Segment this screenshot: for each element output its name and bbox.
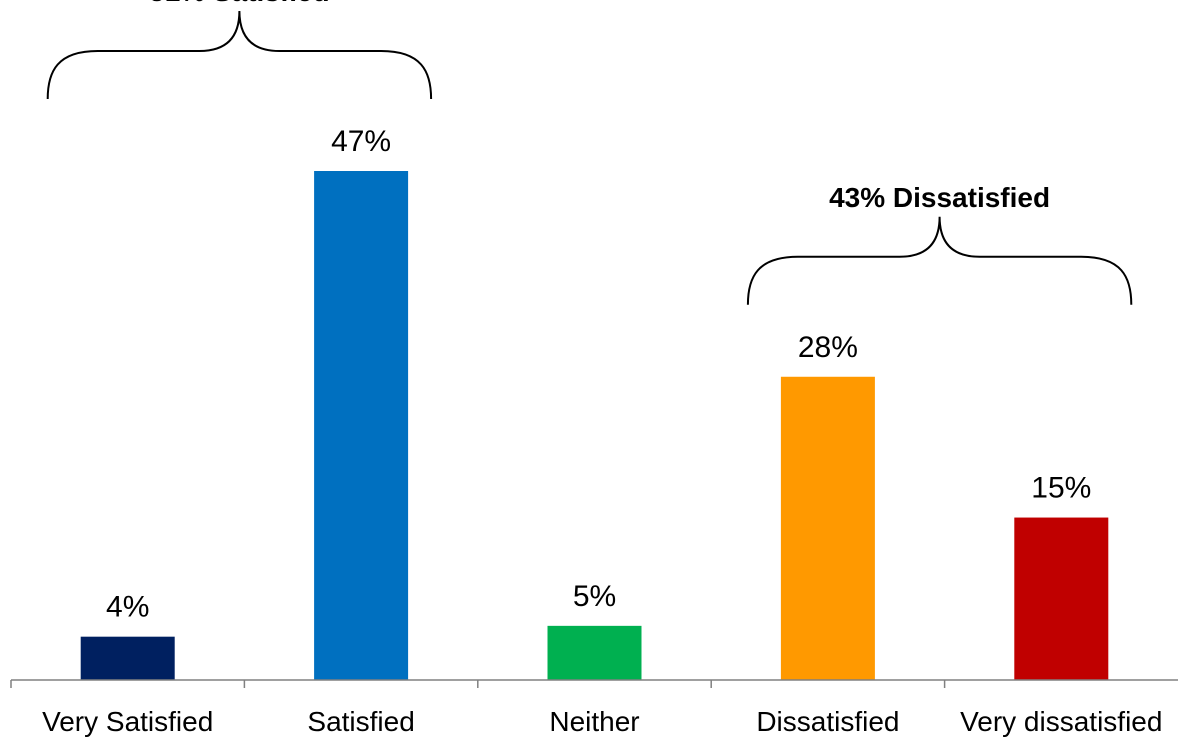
- category-label-dissatisfied: Dissatisfied: [756, 706, 899, 737]
- data-label-very-satisfied: 4%: [106, 591, 149, 624]
- bar-very-satisfied: [80, 636, 175, 680]
- group-brackets: 51% Satisfied 43% Dissatisfied: [46, 0, 1133, 305]
- bar-neither: [547, 625, 642, 680]
- bracket-51-satisfied: [46, 10, 433, 100]
- bracket-43-dissatisfied: [746, 216, 1133, 305]
- bar-satisfied: [314, 171, 409, 680]
- data-label-neither: 5%: [573, 580, 616, 613]
- bracket-label-43-dissatisfied: 43% Dissatisfied: [829, 182, 1050, 213]
- data-label-very-dissatisfied: 15%: [1031, 472, 1091, 505]
- data-label-satisfied: 47%: [331, 125, 391, 158]
- category-label-very-dissatisfied: Very dissatisfied: [960, 706, 1162, 737]
- x-axis: Very Satisfied Satisfied Neither Dissatisfi…: [10, 679, 1178, 737]
- bracket-label-51-satisfied: 51% Satisfied: [149, 0, 330, 7]
- category-label-very-satisfied: Very Satisfied: [42, 706, 213, 737]
- bars-group: 4% 47% 5% 28% 15%: [80, 125, 1109, 680]
- category-label-neither: Neither: [549, 706, 639, 737]
- bar-very-dissatisfied: [1014, 517, 1109, 680]
- category-label-satisfied: Satisfied: [307, 706, 414, 737]
- bar-dissatisfied: [780, 376, 875, 680]
- data-label-dissatisfied: 28%: [798, 331, 858, 364]
